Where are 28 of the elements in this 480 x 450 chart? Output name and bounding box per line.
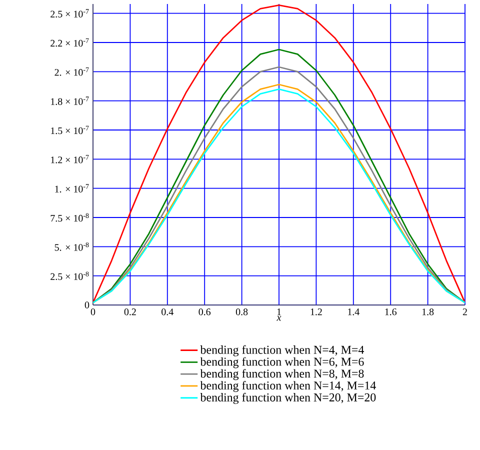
legend-label: bending function when N=14, M=14 xyxy=(200,381,376,392)
y-tick-label: 1.2 × 10$^{-7}$ xyxy=(51,155,89,164)
x-tick-label: 0.2 xyxy=(124,308,136,316)
y-tick-label: 2.5 × 10$^{-8}$ xyxy=(50,272,89,280)
x-tick-label: 1.2 xyxy=(310,308,322,316)
x-tick-label: 1.8 xyxy=(422,308,434,316)
y-tick-label: 1. × 10$^{-7}$ xyxy=(55,184,89,192)
y-tick-label: 1.5 × 10$^{-7}$ xyxy=(51,126,89,134)
y-tick-label: 2.2 × 10$^{-7}$ xyxy=(50,38,89,47)
legend-label: bending function when N=4, M=4 xyxy=(200,345,364,356)
x-tick-label: 0.4 xyxy=(162,308,174,316)
legend-label: bending function when N=20, M=20 xyxy=(200,392,376,404)
x-tick-label: 2 xyxy=(462,308,467,316)
legend-label: bending function when N=8, M=8 xyxy=(200,369,364,380)
x-tick-label: 0.6 xyxy=(198,308,211,316)
y-tick-label: 2.5 × 10$^{-7}$ xyxy=(50,9,89,18)
y-tick-label: 7.5 × 10$^{-8}$ xyxy=(50,213,89,222)
y-tick-label: 1.8 × 10$^{-7}$ xyxy=(51,96,89,105)
y-tick-label: 5. × 10$^{-8}$ xyxy=(54,242,89,251)
x-tick-label: 1 xyxy=(277,308,281,316)
x-tick-label: 1.4 xyxy=(348,308,360,316)
y-tick-label: 0 xyxy=(84,302,90,308)
x-tick-label: 1.6 xyxy=(385,308,397,316)
x-tick-label: 0 xyxy=(90,308,96,316)
x-axis-title: x xyxy=(276,316,282,321)
legend-label: bending function when N=6, M=6 xyxy=(200,357,364,368)
y-tick-label: 2. × 10$^{-7}$ xyxy=(54,68,89,76)
x-tick-label: 0.8 xyxy=(236,308,248,316)
